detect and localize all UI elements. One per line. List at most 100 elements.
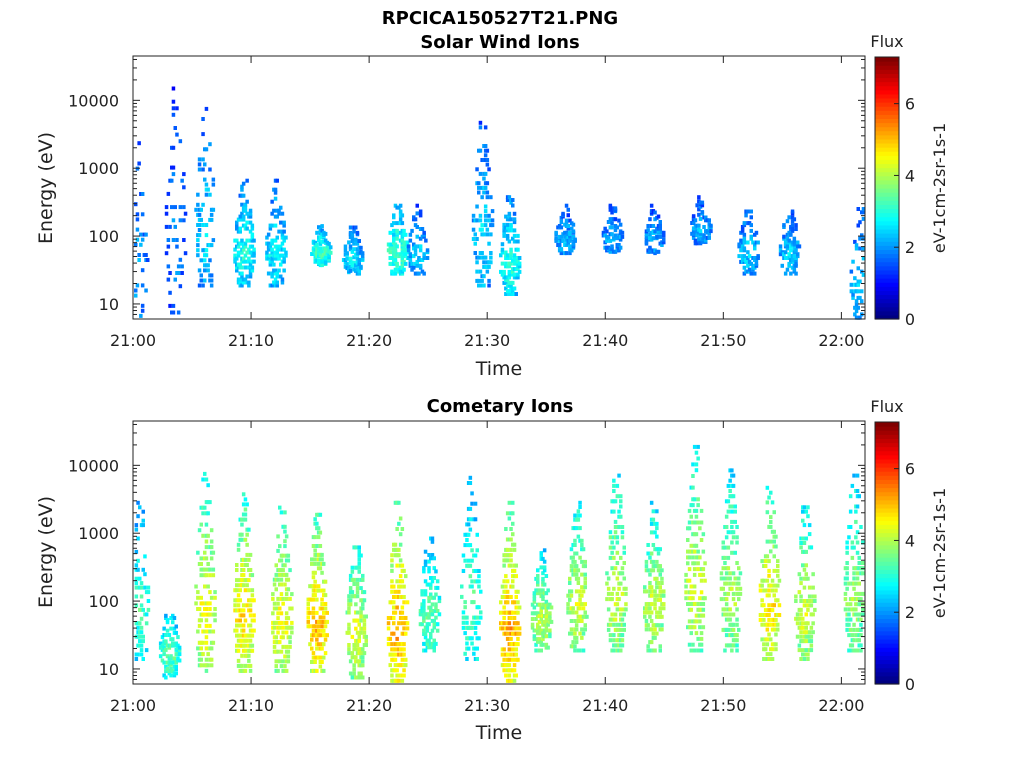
spectrogram-cell: [809, 634, 814, 639]
spectrogram-cell: [317, 225, 321, 230]
spectrogram-cell: [197, 162, 202, 167]
spectrogram-cell: [413, 248, 418, 253]
spectrogram-cell: [774, 642, 778, 647]
spectrogram-cell: [204, 668, 209, 673]
spectrogram-cell: [514, 595, 518, 599]
spectrogram-cell: [400, 616, 405, 620]
spectrogram-cell: [701, 607, 706, 612]
spectrogram-cell: [404, 261, 408, 266]
spectrogram-cell: [620, 230, 625, 235]
spectrogram-cell: [250, 588, 255, 593]
spectrogram-cell: [248, 648, 253, 653]
spectrogram-cell: [747, 267, 752, 272]
spectrogram-cell: [272, 601, 277, 606]
plot-frame: [132, 420, 866, 685]
spectrogram-cell: [248, 208, 253, 213]
spectrogram-cell: [315, 512, 319, 517]
spectrogram-cell: [323, 651, 328, 656]
spectrogram-cell: [767, 632, 771, 637]
spectrogram-cell: [463, 532, 467, 537]
spectrogram-cell: [347, 626, 351, 631]
spectrogram-cell: [612, 633, 616, 638]
spectrogram-cell: [797, 590, 802, 595]
spectrogram-cell: [802, 603, 807, 608]
spectrogram-cell: [430, 612, 435, 617]
spectrogram-cell: [390, 652, 394, 657]
spectrogram-cell: [767, 613, 771, 617]
spectrogram-cell: [733, 602, 737, 607]
spectrogram-cell: [504, 225, 508, 230]
spectrogram-cell: [241, 633, 246, 638]
spectrogram-cell: [423, 579, 428, 584]
spectrogram-cell: [247, 557, 251, 562]
spectrogram-cell: [804, 612, 808, 617]
spectrogram-cell: [204, 635, 209, 640]
spectrogram-cell: [811, 612, 815, 617]
spectrogram-cell: [804, 625, 808, 630]
spectrogram-cell: [241, 502, 246, 507]
spectrogram-cell: [245, 563, 249, 567]
spectrogram-cell: [206, 511, 210, 516]
spectrogram-cell: [541, 594, 545, 599]
colorbar-frame: [874, 56, 900, 320]
spectrogram-cell: [274, 649, 278, 654]
spectrogram-cell: [746, 250, 750, 255]
colorbar-segment: [875, 175, 899, 181]
spectrogram-cell: [422, 271, 426, 276]
spectrogram-cell: [355, 577, 360, 582]
colorbar-segment: [875, 261, 899, 267]
spectrogram-cell: [507, 272, 512, 277]
spectrogram-cell: [140, 283, 145, 288]
spectrogram-cell: [649, 610, 654, 615]
spectrogram-cell: [541, 576, 545, 581]
spectrogram-cell: [483, 209, 488, 214]
spectrogram-cell: [767, 559, 771, 564]
spectrogram-cell: [241, 568, 246, 572]
spectrogram-cell: [167, 633, 172, 637]
spectrogram-cell: [787, 215, 791, 220]
spectrogram-cell: [165, 654, 170, 659]
spectrogram-cell: [241, 277, 246, 282]
spectrogram-cell: [847, 612, 851, 617]
spectrogram-cell: [499, 253, 503, 258]
spectrogram-cell: [350, 594, 355, 599]
spectrogram-cell: [470, 501, 474, 506]
spectrogram-cell: [350, 565, 355, 570]
spectrogram-cell: [472, 589, 476, 594]
spectrogram-cell: [485, 148, 490, 153]
spectrogram-cell: [726, 627, 731, 632]
spectrogram-cell: [769, 652, 773, 657]
spectrogram-cell: [397, 254, 401, 259]
spectrogram-cell: [509, 283, 513, 288]
spectrogram-cell: [504, 600, 508, 605]
spectrogram-cell: [539, 639, 543, 644]
spectrogram-cell: [248, 229, 253, 234]
spectrogram-cell: [463, 600, 467, 605]
spectrogram-cell: [507, 647, 512, 652]
spectrogram-cell: [737, 627, 741, 632]
spectrogram-cell: [613, 566, 618, 571]
spectrogram-cell: [245, 274, 249, 279]
spectrogram-cell: [698, 625, 702, 630]
spectrogram-cell: [571, 555, 575, 560]
colorbar-segment: [875, 102, 899, 107]
spectrogram-cell: [166, 238, 171, 242]
spectrogram-cell: [276, 649, 280, 654]
spectrogram-cell: [247, 578, 251, 583]
spectrogram-cell: [402, 267, 406, 272]
spectrogram-cell: [480, 232, 484, 237]
spectrogram-cell: [197, 223, 202, 227]
spectrogram-cell: [250, 226, 255, 231]
spectrogram-cell: [241, 608, 246, 613]
spectrogram-cell: [352, 663, 356, 668]
spectrogram-cell: [347, 606, 351, 611]
spectrogram-cell: [853, 276, 857, 281]
spectrogram-cell: [136, 514, 140, 519]
spectrogram-cell: [137, 253, 141, 257]
spectrogram-cell: [539, 565, 543, 570]
spectrogram-cell: [352, 260, 356, 265]
spectrogram-cell: [612, 586, 616, 591]
spectrogram-cell: [646, 602, 650, 607]
